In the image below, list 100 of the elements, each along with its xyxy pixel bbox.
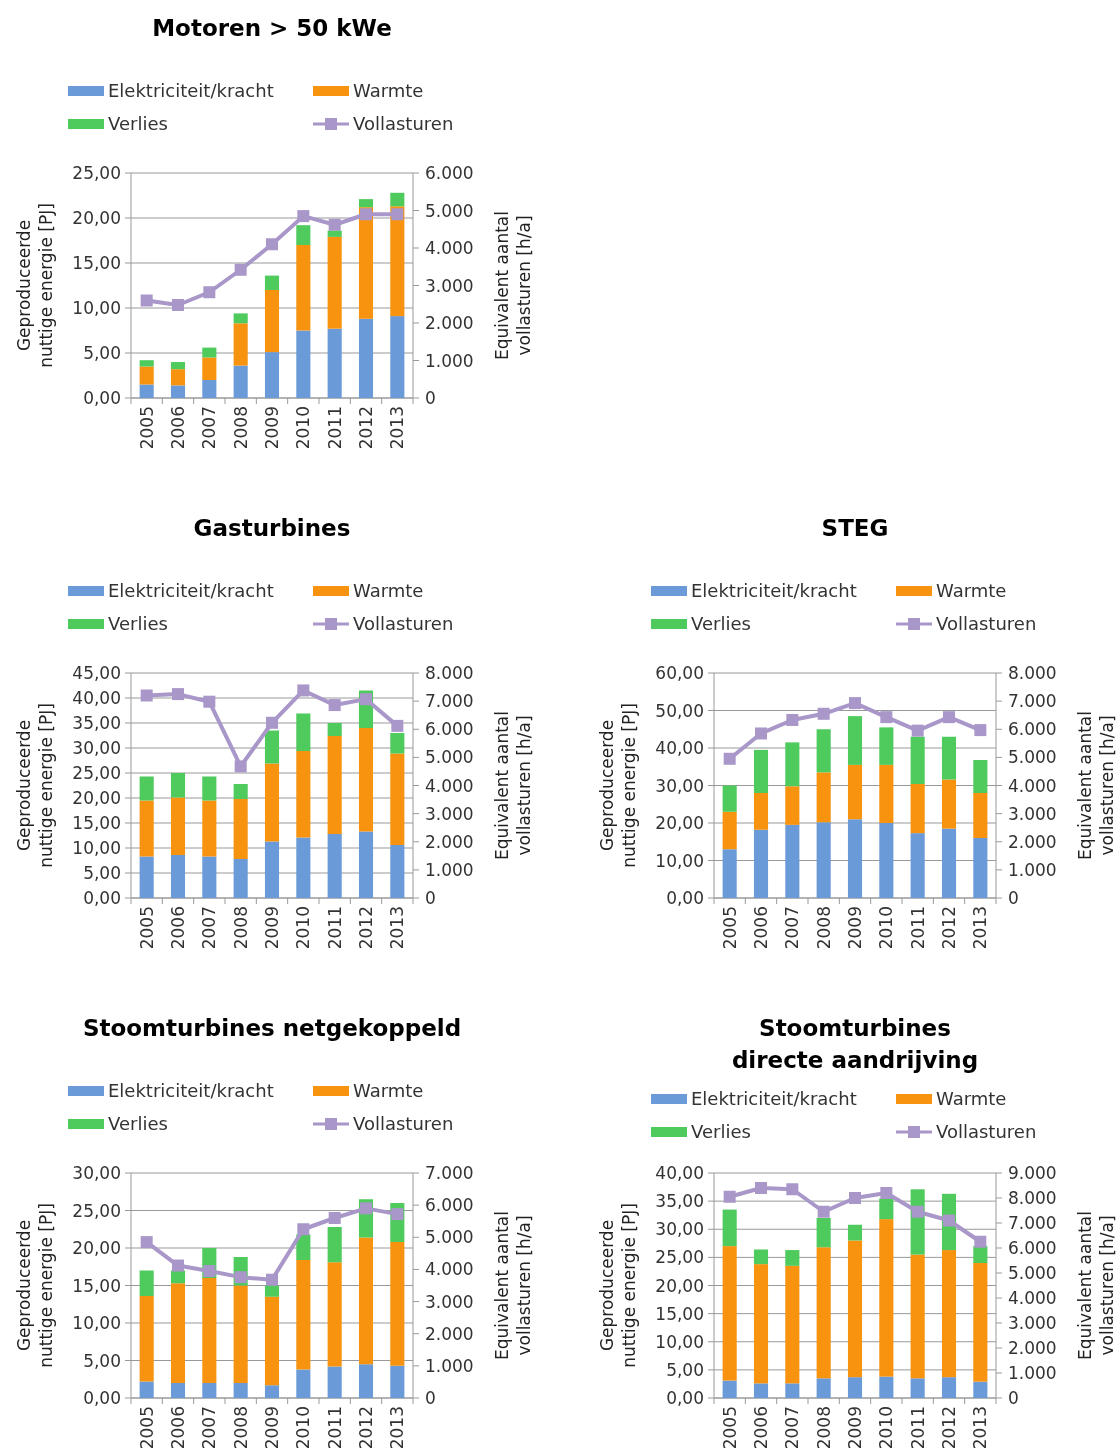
point: [172, 299, 184, 311]
bar: [390, 733, 405, 754]
bar: [390, 1242, 405, 1366]
y2-tick-label: 0: [1008, 888, 1019, 908]
y-tick-label: 60,00: [655, 663, 704, 683]
y-tick-label: 15,00: [72, 813, 121, 833]
bar: [327, 230, 342, 237]
chart-title: Gasturbines: [193, 515, 351, 541]
bar: [816, 1218, 831, 1248]
legend-label: Warmte: [936, 580, 1007, 601]
x-tick-label: 2006: [751, 1406, 771, 1450]
y2-tick-label: 1.000: [425, 1355, 474, 1376]
bar: [722, 811, 737, 850]
bar: [722, 1209, 737, 1247]
bar: [264, 730, 280, 764]
bar: [170, 385, 186, 398]
y-tick-label: 0,00: [83, 388, 121, 408]
y2-tick-label: 6.000: [425, 163, 474, 183]
point: [943, 711, 955, 724]
bar: [202, 1383, 217, 1398]
y2-tick-label: 4.000: [1008, 1288, 1057, 1308]
bar: [910, 1254, 925, 1379]
bar: [358, 728, 374, 832]
y-tick-label: 20,00: [72, 788, 121, 808]
x-tick-label: 2012: [939, 1406, 959, 1450]
legend-label: Elektriciteit/kracht: [691, 1088, 857, 1109]
legend-label: Vollasturen: [936, 613, 1037, 634]
x-tick-label: 2010: [293, 1406, 314, 1450]
legend-label: Warmte: [353, 1080, 424, 1101]
x-tick-label: 2011: [324, 906, 345, 950]
x-tick-label: 2005: [719, 1406, 740, 1450]
bar: [139, 856, 154, 898]
y-tick-label: 10,00: [72, 298, 121, 318]
y2-tick-label: 1.000: [425, 859, 474, 880]
x-tick-label: 2007: [199, 406, 220, 450]
y-tick-label: 25,00: [655, 1247, 704, 1268]
y-tick-label: 0,00: [83, 1388, 121, 1408]
y-axis-title: Geproduceerde nuttige energie [PJ]: [597, 1203, 639, 1368]
y2-tick-label: 9.000: [1008, 1163, 1057, 1183]
bar: [785, 1265, 800, 1384]
y2-tick-label: 6.000: [1008, 719, 1057, 740]
y-tick-label: 15,00: [72, 253, 121, 273]
bar: [139, 776, 154, 801]
x-tick-label: 2007: [199, 906, 220, 950]
point: [266, 1273, 278, 1286]
bar: [296, 713, 311, 751]
x-tick-label: 2009: [845, 906, 865, 950]
bar: [753, 1264, 769, 1384]
x-tick-label: 2011: [907, 906, 928, 950]
bar: [296, 1369, 311, 1398]
x-tick-label: 2006: [751, 906, 771, 950]
bar: [202, 856, 217, 898]
legend-label: Verlies: [691, 1121, 751, 1142]
bar: [264, 290, 280, 353]
bar: [847, 764, 863, 820]
point: [172, 688, 184, 701]
bar: [139, 1270, 154, 1296]
bar: [910, 1378, 925, 1398]
chart-title: Stoomturbines netgekoppeld: [82, 1015, 462, 1041]
x-tick-label: 2005: [136, 406, 157, 450]
y2-tick-label: 7.000: [1008, 1213, 1057, 1233]
bar: [327, 736, 342, 834]
point: [974, 724, 987, 737]
y2-tick-label: 8.000: [1008, 663, 1057, 683]
bar: [879, 727, 894, 765]
x-tick-label: 2013: [387, 406, 408, 450]
bar: [202, 380, 217, 398]
point: [297, 684, 310, 697]
bar: [722, 785, 737, 812]
point: [391, 719, 404, 732]
x-tick-label: 2010: [876, 1406, 897, 1450]
x-tick-label: 2013: [970, 1406, 991, 1450]
point: [328, 1212, 341, 1224]
y2-tick-label: 0: [425, 388, 436, 408]
x-tick-label: 2005: [136, 1406, 157, 1450]
bar: [785, 1383, 800, 1399]
y2-tick-label: 4.000: [425, 1259, 474, 1280]
bar: [139, 384, 154, 398]
y2-tick-label: 5.000: [425, 1227, 474, 1248]
y-tick-label: 10,00: [655, 1331, 704, 1352]
y-tick-label: 15,00: [655, 1303, 704, 1324]
y-tick-label: 30,00: [72, 738, 121, 758]
y2-tick-label: 3.000: [425, 275, 474, 296]
bar: [202, 357, 217, 380]
y-axis-title: Geproduceerde nuttige energie [PJ]: [597, 703, 639, 868]
x-tick-label: 2005: [719, 906, 740, 950]
bar: [139, 360, 154, 367]
point: [328, 699, 341, 712]
bar: [202, 347, 217, 358]
bar: [785, 1250, 800, 1266]
y-tick-label: 10,00: [72, 1313, 121, 1333]
point: [360, 1202, 372, 1215]
bar: [816, 822, 831, 898]
bar: [327, 1227, 342, 1263]
bar: [264, 1285, 280, 1297]
point: [328, 218, 341, 231]
x-tick-label: 2012: [356, 906, 376, 950]
y-tick-label: 30,00: [72, 1163, 121, 1183]
bar: [233, 1383, 248, 1398]
bar: [358, 831, 374, 898]
